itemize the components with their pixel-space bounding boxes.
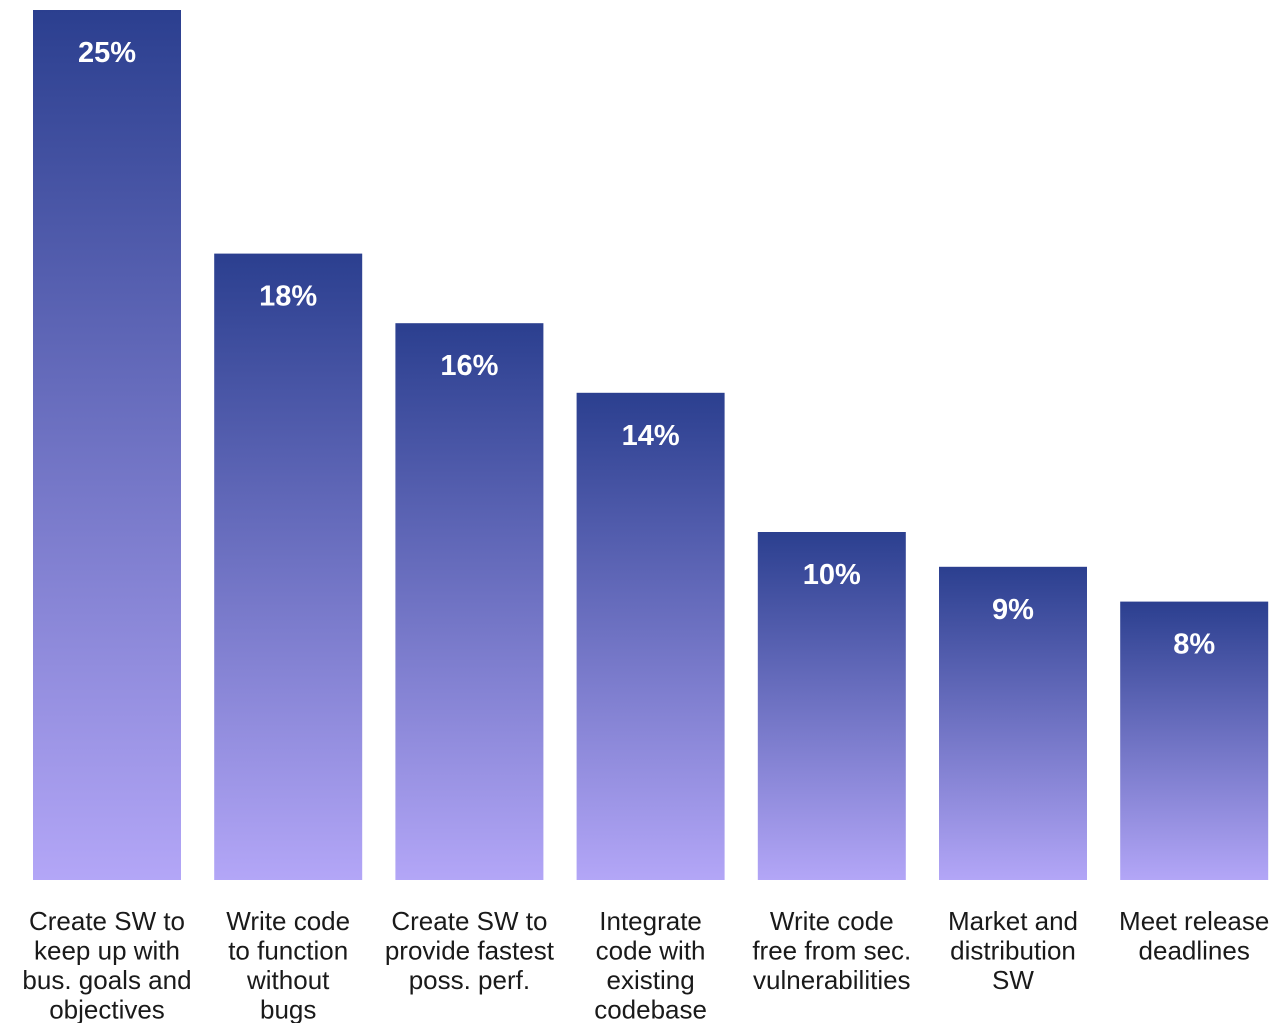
data-label-1: 25%	[78, 37, 136, 69]
category-labels-layer: Create SW to keep up with bus. goals and ob…	[22, 906, 1269, 1023]
category-label-line: code with	[596, 936, 706, 966]
category-label-line: codebase	[594, 995, 707, 1023]
category-label-line: Market and	[948, 906, 1078, 936]
bar-5	[757, 532, 906, 880]
category-label-6: Market and distribution SW	[948, 906, 1078, 995]
category-label-line: bus. goals and	[22, 965, 191, 995]
bar-2	[214, 253, 363, 881]
bar-7	[1120, 601, 1269, 880]
category-label-line: Write code	[770, 906, 894, 936]
category-label-line: free from sec.	[752, 936, 911, 966]
category-label-line: provide fastest	[385, 936, 555, 966]
bar-1	[33, 10, 181, 880]
category-label-line: existing	[607, 965, 695, 995]
category-label-line: vulnerabilities	[753, 965, 911, 995]
data-labels-layer: 25% 18% 16% 14% 10% 9% 8%	[78, 37, 1215, 661]
category-label-line: bugs	[260, 995, 316, 1023]
category-label-1: Create SW to keep up with bus. goals and ob…	[22, 906, 191, 1023]
data-label-4: 14%	[622, 420, 680, 452]
category-label-line: Meet release	[1119, 906, 1269, 936]
category-label-line: without	[246, 965, 330, 995]
category-label-line: deadlines	[1139, 936, 1250, 966]
category-label-line: Create SW to	[29, 906, 185, 936]
category-label-3: Create SW to provide fastest poss. perf.	[385, 906, 555, 995]
category-label-line: to function	[228, 936, 348, 966]
category-label-line: Create SW to	[391, 906, 547, 936]
data-label-5: 10%	[803, 559, 861, 591]
category-label-5: Write code free from sec. vulnerabilities	[752, 906, 911, 995]
category-label-line: distribution	[950, 936, 1076, 966]
data-label-6: 9%	[992, 594, 1034, 626]
data-label-7: 8%	[1173, 629, 1215, 661]
bar-6	[939, 566, 1087, 880]
category-label-4: Integrate code with existing codebase	[594, 906, 707, 1023]
bars-layer	[33, 10, 1269, 881]
bar-4	[576, 392, 725, 880]
category-label-2: Write code to function without bugs	[226, 906, 350, 1023]
data-label-2: 18%	[259, 281, 317, 313]
category-label-line: objectives	[49, 995, 165, 1023]
category-label-line: Integrate	[599, 906, 702, 936]
data-label-3: 16%	[440, 350, 498, 382]
category-label-line: SW	[992, 965, 1034, 995]
category-label-7: Meet release deadlines	[1119, 906, 1269, 966]
category-label-line: Write code	[226, 906, 350, 936]
category-label-line: keep up with	[34, 936, 180, 966]
bar-3	[395, 323, 544, 880]
category-label-line: poss. perf.	[409, 965, 530, 995]
